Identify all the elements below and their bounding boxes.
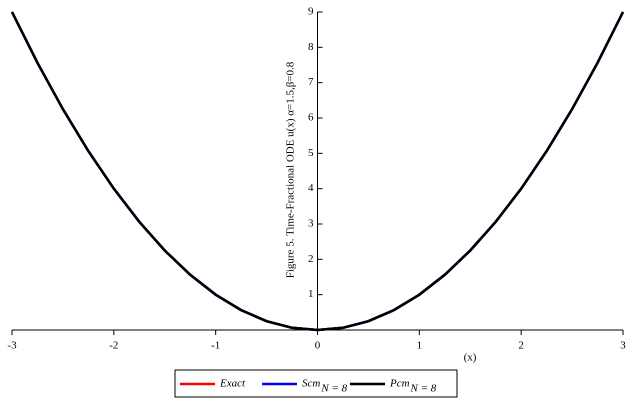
line-series (10, 11, 625, 332)
legend-label: Scm (302, 378, 320, 390)
y-tick-label: 1 (308, 288, 314, 300)
legend-label: Pcm (389, 378, 410, 390)
y-axis-label: Figure 5. Time-Fractional ODE u(x) α=1.5… (285, 61, 297, 278)
x-tick-label: -3 (7, 340, 17, 352)
y-tick-label: 8 (308, 41, 314, 53)
x-tick-label: -2 (109, 340, 118, 352)
y-tick-label: 4 (308, 182, 314, 194)
legend-subscript: N = 8 (410, 383, 437, 395)
x-tick-label: 3 (620, 340, 626, 352)
legend-subscript: N = 8 (320, 383, 347, 395)
y-tick-label: 5 (308, 147, 314, 159)
y-tick-label: 7 (308, 76, 314, 88)
y-tick-label: 6 (308, 112, 314, 124)
x-tick-label: -1 (211, 340, 220, 352)
x-tick-label: 0 (315, 340, 321, 352)
y-tick-label: 3 (308, 218, 314, 230)
x-tick-label: 2 (518, 340, 524, 352)
y-tick-label: 9 (308, 6, 314, 18)
legend-label: Exact (219, 378, 246, 390)
legend-box (174, 369, 458, 398)
x-axis-label: (x) (464, 352, 477, 364)
x-tick-label: 1 (417, 340, 423, 352)
y-tick-label: 2 (308, 253, 314, 265)
